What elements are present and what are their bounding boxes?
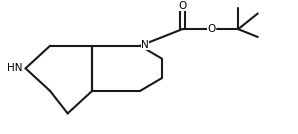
Text: O: O	[208, 24, 216, 34]
Text: O: O	[178, 1, 187, 11]
Text: HN: HN	[7, 63, 23, 73]
Text: N: N	[141, 40, 149, 50]
